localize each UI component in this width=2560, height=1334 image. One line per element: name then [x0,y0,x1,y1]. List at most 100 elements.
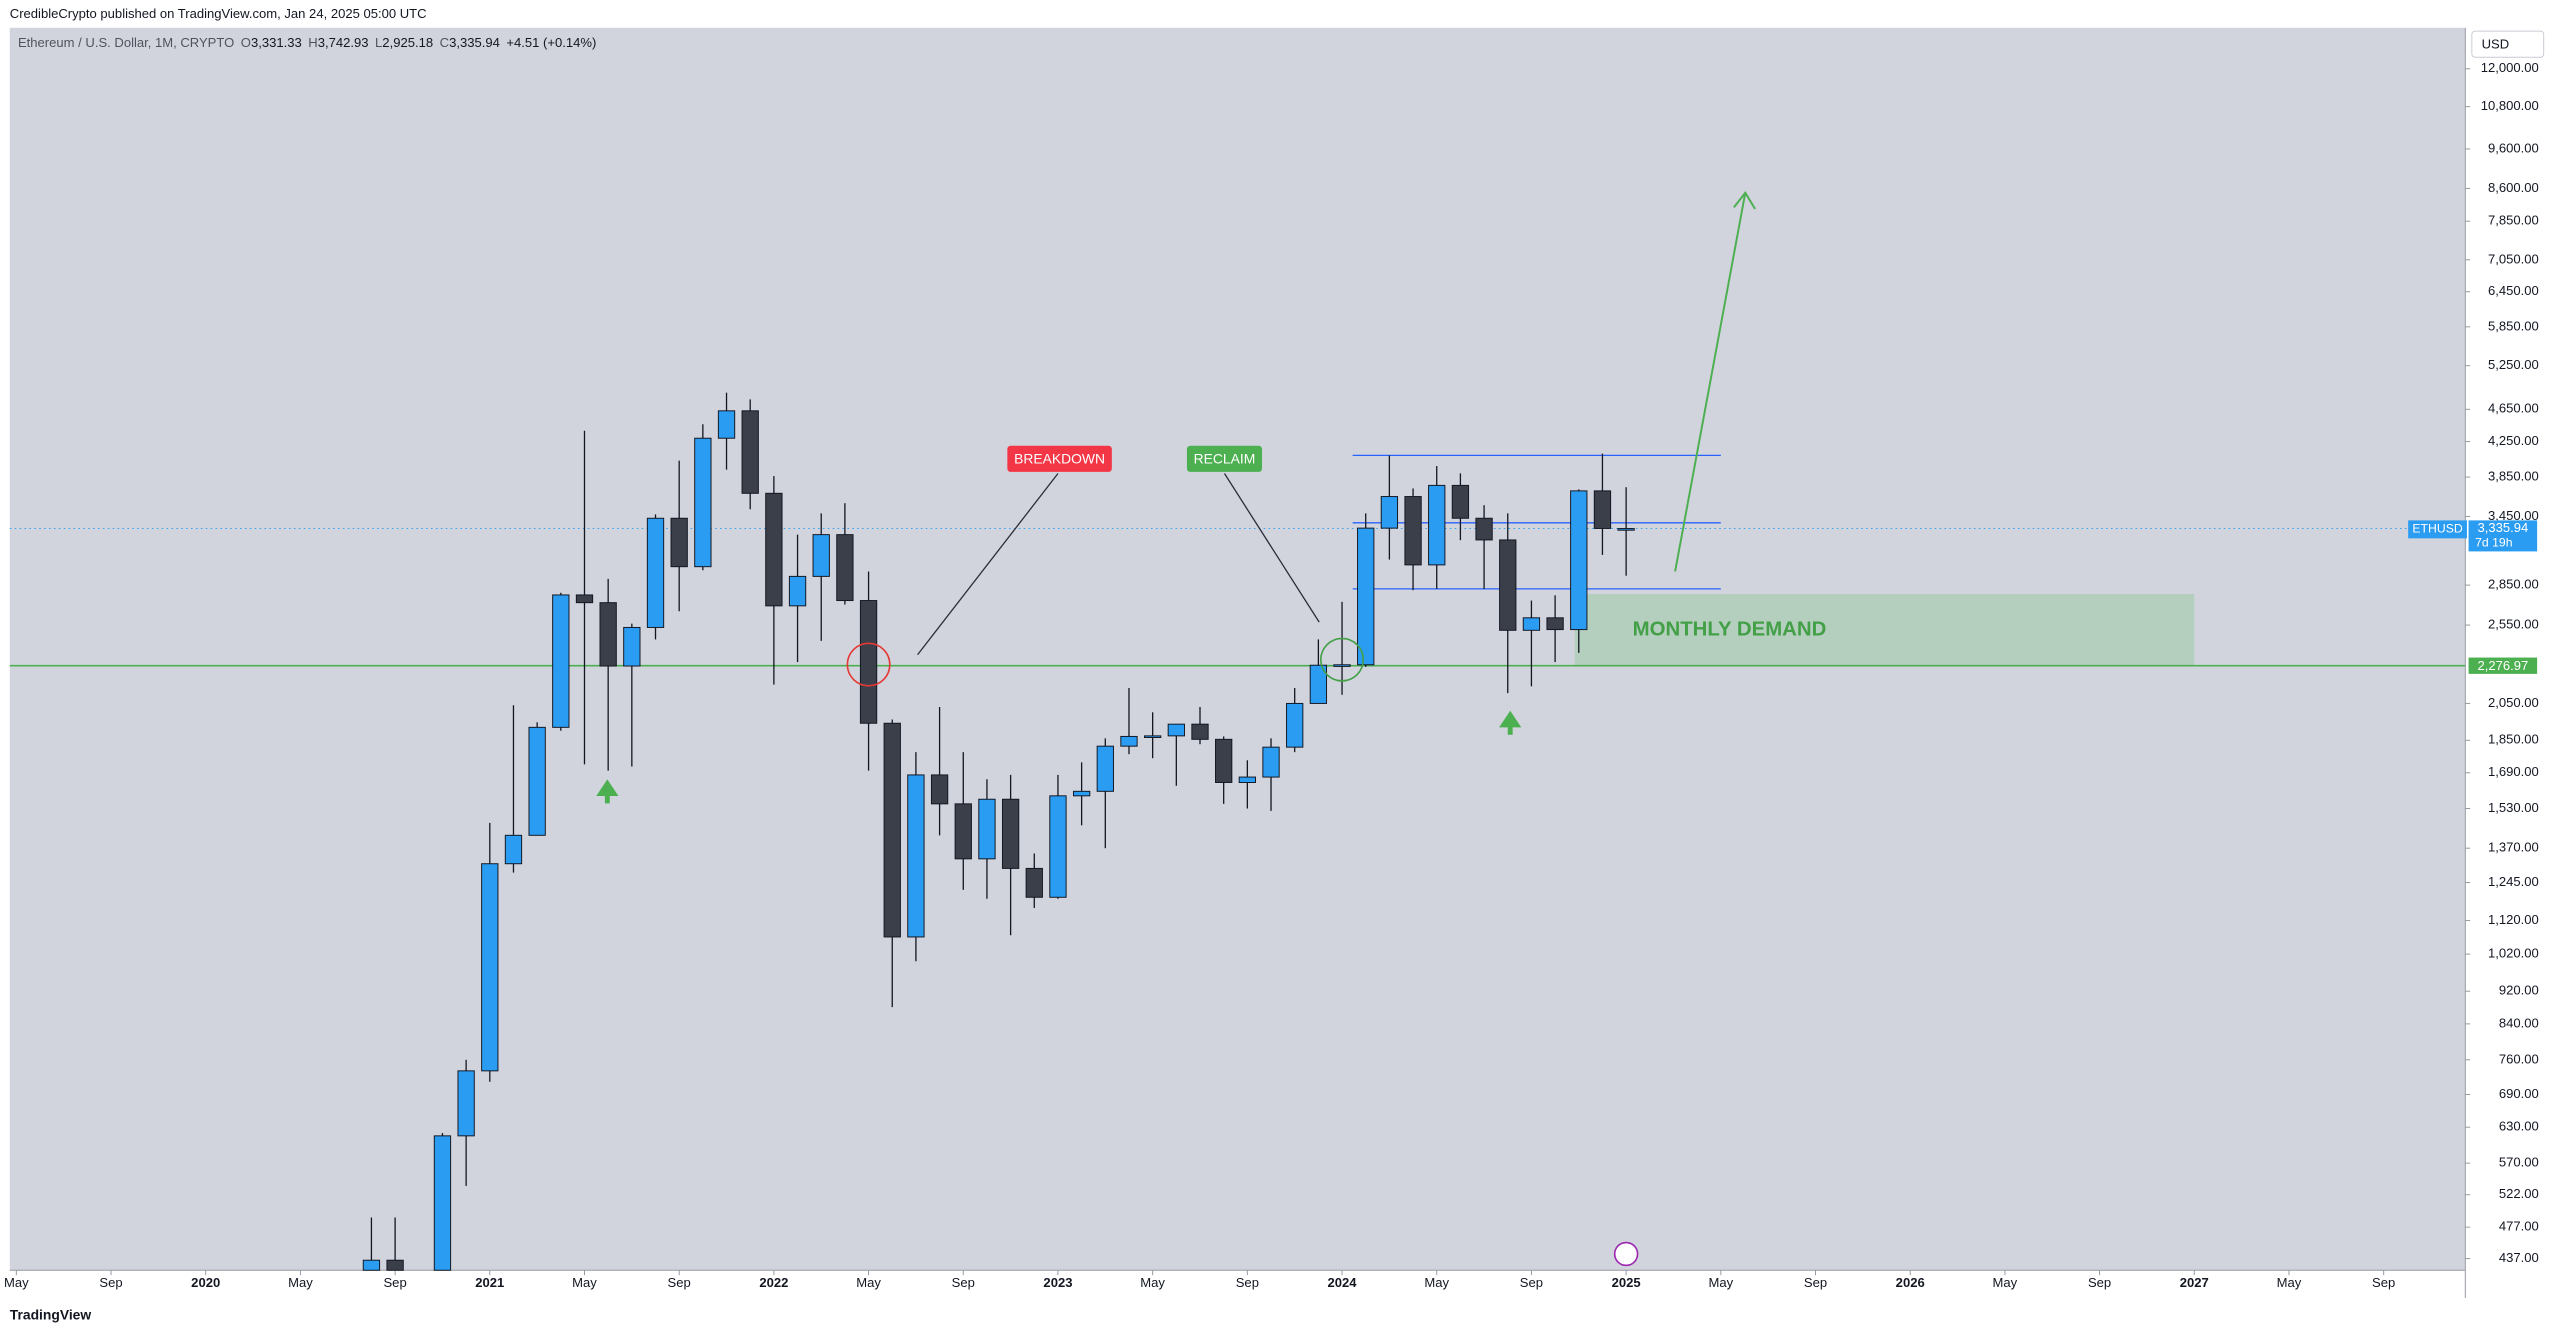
candle-body [1357,527,1375,666]
legend: Ethereum / U.S. Dollar, 1M, CRYPTO O3,331… [18,36,596,51]
candle-body [954,803,972,860]
y-tick-label: 630.00 [2499,1119,2539,1134]
symbol-box [2408,520,2467,539]
candle-body [741,410,759,494]
legend-change: +4.51 (+0.14%) [506,36,596,51]
candle-body [623,626,641,667]
y-tick-label: 570.00 [2499,1155,2539,1170]
candle-body [552,594,570,728]
candle-body [1499,539,1517,631]
candle-body [433,1135,452,1271]
legend-value: 2,925.18 [382,36,433,51]
candle-body [1120,735,1138,747]
x-tick-label: Sep [952,1275,975,1290]
y-tick-label: 7,850.00 [2488,213,2539,228]
y-tick-label: 4,250.00 [2488,433,2539,448]
x-tick-label: May [4,1275,29,1290]
y-tick-label: 3,850.00 [2488,469,2539,484]
level-label: 2,276.97 [2477,658,2528,673]
event-icon[interactable] [1613,1241,1639,1267]
candle-body [1025,867,1043,898]
y-tick-label: 6,450.00 [2488,283,2539,298]
candle-body [362,1259,381,1271]
symbol-label: ETHUSD [2412,522,2462,536]
candle-body [1380,496,1399,529]
candle-body [788,575,807,607]
x-tick-label: May [1424,1275,1449,1290]
x-tick-label: 2027 [2180,1275,2209,1290]
y-tick-label: 1,120.00 [2488,912,2539,927]
candle-body [1262,746,1280,778]
x-tick-label: 2022 [759,1275,788,1290]
legend-key: C [440,36,449,51]
y-tick-label: 840.00 [2499,1015,2539,1030]
y-tick-label: 1,370.00 [2488,840,2539,855]
candle-body [575,594,594,604]
candle-body [504,834,523,865]
candle-body [883,722,901,938]
candle-body [1049,795,1067,898]
candle-body [1428,484,1446,566]
breakdown-pointer [917,473,1059,656]
candle-body [812,534,830,577]
demand-zone [1574,594,2195,666]
legend-symbol: Ethereum / U.S. Dollar, 1M, CRYPTO [18,36,234,51]
target-arrow [1674,192,1747,572]
reclaim-label: RECLAIM [1194,450,1256,466]
reclaim-box [1186,445,1263,472]
target-arrow-head [1733,190,1756,210]
candle-body [1593,490,1612,529]
candle-body [386,1259,404,1271]
x-tick-label: Sep [668,1275,691,1290]
y-tick-label: 1,850.00 [2488,732,2539,747]
y-tick-label: 5,850.00 [2488,318,2539,333]
candle-body [1475,517,1493,541]
reclaim-circle [1320,637,1365,682]
legend-key: L [375,36,382,51]
y-tick-label: 437.00 [2499,1250,2539,1265]
demand-zone-label: MONTHLY DEMAND [1633,618,1827,640]
legend-value: 3,335.94 [449,36,500,51]
candle-body [978,798,996,860]
candle-body [694,437,712,568]
candle-body [1072,790,1091,797]
candle-body [1451,484,1470,519]
x-tick-label: May [1140,1275,1165,1290]
x-tick-label: 2026 [1896,1275,1925,1290]
x-tick-label: 2020 [191,1275,220,1290]
y-tick-label: 8,600.00 [2488,180,2539,195]
candle-body [1522,617,1541,631]
candle-body [930,774,949,805]
x-tick-label: 2021 [475,1275,504,1290]
candle-body [1167,723,1185,737]
y-tick-label: 10,800.00 [2481,98,2539,113]
x-tick-label: Sep [2088,1275,2111,1290]
countdown-label: 7d 19h [2475,535,2513,549]
x-tick-label: Sep [383,1275,406,1290]
publisher: CredibleCrypto published on TradingView.… [10,6,427,21]
up-arrow [596,779,619,804]
y-tick-label: 4,650.00 [2488,401,2539,416]
currency-box[interactable] [2471,30,2545,58]
candle-body [1617,528,1635,531]
candle-body [457,1070,475,1137]
y-tick-label: 9,600.00 [2488,140,2539,155]
x-tick-label: Sep [2372,1275,2395,1290]
y-tick-label: 690.00 [2499,1086,2539,1101]
candle-body [1309,664,1328,704]
candle-body [1215,738,1233,783]
candle-body [859,600,878,724]
x-tick-label: May [1708,1275,1733,1290]
x-tick-label: May [856,1275,881,1290]
y-tick-label: 477.00 [2499,1219,2539,1234]
candle-body [1286,702,1304,748]
x-tick-label: Sep [1236,1275,1259,1290]
y-tick-label: 5,250.00 [2488,357,2539,372]
currency[interactable]: USD [2482,36,2510,51]
legend-key: O [241,36,251,51]
y-tick-label: 2,850.00 [2488,577,2539,592]
breakdown-circle [846,642,891,687]
y-tick-label: 1,020.00 [2488,946,2539,961]
